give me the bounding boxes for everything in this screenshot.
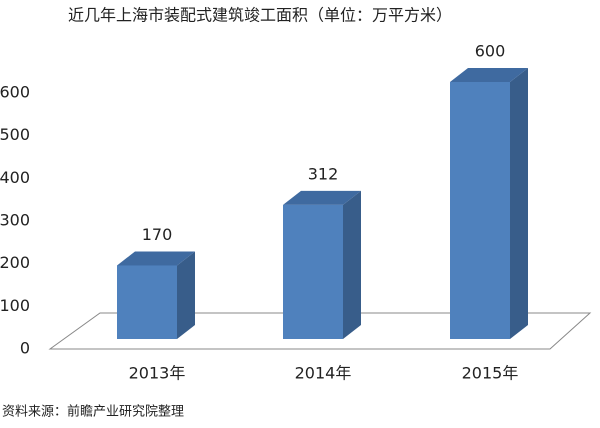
y-tick-label: 100 [0, 296, 30, 315]
value-label: 170 [142, 225, 173, 244]
y-tick-label: 500 [0, 125, 30, 144]
chart-title: 近几年上海市装配式建筑竣工面积（单位：万平方米） [68, 6, 452, 25]
bar-side [177, 251, 195, 339]
bar-front [283, 204, 343, 339]
value-label: 312 [308, 164, 339, 183]
bar-front [117, 265, 177, 339]
bar-top [450, 68, 528, 82]
bar [450, 68, 528, 339]
bar-side [343, 190, 361, 339]
y-tick-label: 200 [0, 253, 30, 272]
y-tick-label: 400 [0, 168, 30, 187]
bar [283, 190, 361, 339]
x-tick-label: 2015年 [462, 364, 519, 383]
bar-side [510, 68, 528, 339]
bar-top [117, 251, 195, 266]
value-label: 600 [475, 42, 506, 61]
x-tick-label: 2014年 [295, 364, 352, 383]
y-tick-label: 300 [0, 211, 30, 230]
bar [117, 251, 195, 339]
y-tick-label: 600 [0, 83, 30, 102]
bar-front [450, 82, 510, 339]
y-tick-label: 0 [20, 339, 30, 358]
x-tick-label: 2013年 [129, 364, 186, 383]
source-note: 资料来源：前瞻产业研究院整理 [2, 404, 184, 420]
bar-top [283, 190, 361, 205]
